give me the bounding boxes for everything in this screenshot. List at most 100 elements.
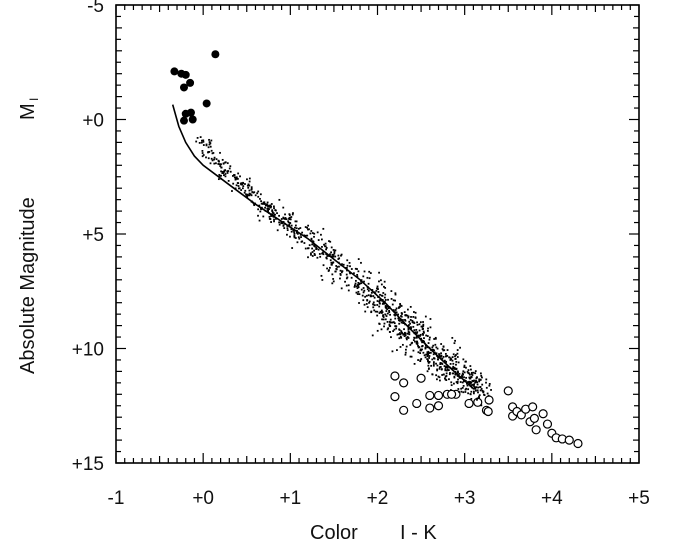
data-point-filled [181,70,190,79]
data-point-dot [288,224,291,226]
data-point-open [390,371,400,381]
data-point-dot [356,287,359,290]
data-point-dot [362,287,365,289]
data-point-dot [382,318,385,321]
data-point-dot [371,334,374,337]
data-point-dot [306,234,309,237]
data-point-dot [287,221,290,224]
data-point-dot [478,396,480,399]
data-point-filled [186,108,195,117]
data-point-open [425,390,435,401]
data-point-dot [446,349,449,351]
data-point-dot [406,308,409,311]
data-point-dot [245,193,247,196]
data-point-dot [246,178,248,181]
data-point-dot [427,364,430,367]
data-point-dot [394,293,397,296]
data-point-dot [217,178,220,181]
data-point-dot [436,368,439,371]
data-point-dot [465,366,467,369]
data-point-dot [383,280,386,283]
data-point-dot [437,356,439,359]
data-point-dot [387,307,390,310]
data-point-dot [488,383,491,385]
data-point-dot [293,231,295,233]
data-point-dot [267,207,269,210]
data-point-dot [313,252,316,255]
data-point-dot [471,386,473,389]
data-point-dot [431,346,434,349]
data-point-dot [205,156,207,159]
data-point-dot [322,264,325,267]
data-point-dot [386,305,389,308]
data-point-dot [259,197,261,200]
data-point-dot [226,172,229,174]
data-point-dot [256,192,259,195]
data-point-dot [202,140,205,143]
data-point-dot [224,175,227,178]
data-point-dot [346,259,349,262]
data-point-dot [350,276,353,279]
data-point-dot [377,296,380,298]
data-point-dot [421,332,424,335]
data-point-dot [467,369,470,371]
y-tick-label: -5 [87,0,104,17]
data-point-dot [413,311,415,313]
data-point-dot [413,322,416,324]
data-point-dot [407,315,410,318]
data-point-dot [332,254,335,256]
data-point-dot [398,337,401,340]
data-point-dot [290,224,293,227]
data-point-dot [205,143,208,146]
data-point-dot [282,206,285,209]
data-point-dot [331,282,334,285]
data-point-dot [422,323,425,326]
data-point-dot [266,201,269,204]
data-point-dot [284,218,286,220]
data-point-dot [376,287,378,290]
data-point-open [433,390,444,401]
x-tick-label: +3 [454,488,476,509]
data-point-dot [366,288,369,291]
data-point-dot [479,372,482,375]
data-point-dot [409,355,412,358]
data-point-dot [201,155,204,158]
data-point-dot [252,191,255,194]
data-point-dot [331,273,334,276]
data-point-dot [457,375,460,377]
data-point-open [503,386,513,396]
data-point-dot [454,368,456,370]
data-point-dot [324,245,327,248]
data-point-dot [333,251,336,253]
data-point-dot [403,311,406,314]
data-point-dot [405,345,408,348]
data-point-dot [456,370,459,373]
data-point-dot [440,355,442,358]
data-point-dot [300,236,302,238]
data-point-dot [280,221,283,224]
data-point-dot [404,334,407,337]
data-point-dot [393,328,396,331]
data-point-dot [248,189,251,192]
data-point-dot [443,349,446,352]
data-point-dot [463,379,466,382]
data-point-dot [386,308,389,311]
model-sequence-line [171,104,474,390]
data-point-dot [363,289,366,292]
data-point-dot [486,392,489,395]
data-point-dot [441,357,444,360]
data-point-dot [325,246,328,249]
data-point-dot [479,378,481,381]
data-point-dot [404,348,407,351]
data-point-dot [299,233,302,236]
data-point-dot [397,313,400,316]
data-point-dot [424,347,427,350]
data-point-dot [380,328,383,331]
data-point-dot [395,307,398,310]
data-point-dot [257,208,260,211]
data-point-dot [422,330,425,333]
data-point-dot [443,359,446,362]
data-point-dot [474,387,477,390]
data-point-dot [419,359,422,362]
data-point-dot [270,213,272,216]
